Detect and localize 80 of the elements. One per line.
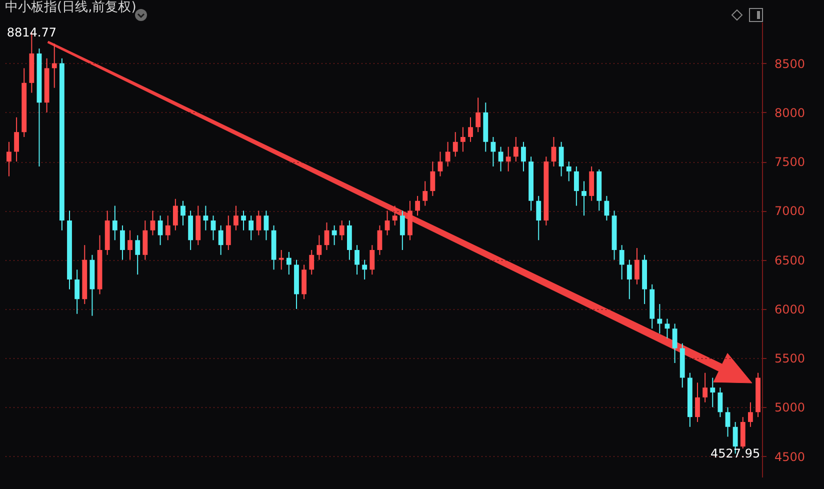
candlestick bbox=[551, 136, 556, 167]
candlestick bbox=[438, 151, 443, 177]
candlestick bbox=[626, 259, 632, 300]
candlestick bbox=[400, 210, 405, 250]
y-tick-label: 7000 bbox=[774, 204, 806, 218]
candlestick bbox=[536, 195, 542, 241]
candlestick bbox=[657, 304, 662, 334]
candlestick bbox=[634, 248, 640, 285]
candlestick bbox=[452, 132, 458, 158]
candlestick bbox=[445, 141, 450, 167]
candlestick bbox=[278, 249, 284, 270]
candlestick bbox=[218, 224, 224, 256]
candlestick bbox=[234, 205, 238, 231]
y-tick-label: 5000 bbox=[774, 400, 806, 415]
candlestick bbox=[165, 215, 170, 241]
candlestick bbox=[498, 146, 504, 172]
candlestick bbox=[362, 259, 368, 280]
candlestick bbox=[226, 215, 231, 250]
candlestick bbox=[460, 126, 466, 152]
candlestick bbox=[158, 215, 163, 246]
annotation: 4527.95 bbox=[710, 446, 760, 461]
candlestick bbox=[430, 161, 436, 196]
candlestick bbox=[241, 210, 246, 231]
y-tick-label: 8000 bbox=[774, 106, 806, 120]
candlestick bbox=[574, 166, 579, 206]
candlestick bbox=[582, 180, 586, 216]
candlestick bbox=[392, 205, 398, 226]
candlestick bbox=[710, 377, 716, 408]
candlestick bbox=[558, 141, 564, 177]
candlestick bbox=[264, 210, 269, 241]
annotation: 8814.77 bbox=[6, 25, 56, 40]
candlestick bbox=[74, 269, 80, 314]
candlestick bbox=[695, 382, 700, 422]
candlestick bbox=[619, 244, 624, 280]
candlestick bbox=[718, 387, 723, 418]
candlestick bbox=[203, 205, 208, 231]
candlestick bbox=[286, 251, 292, 276]
candlestick bbox=[128, 230, 132, 260]
candlestick bbox=[52, 43, 57, 88]
candlestick bbox=[521, 141, 526, 172]
candlestick bbox=[748, 402, 753, 428]
candlestick bbox=[309, 249, 314, 276]
y-tick-label: 6500 bbox=[774, 253, 806, 268]
candlestick bbox=[172, 198, 178, 231]
candlestick bbox=[354, 244, 360, 276]
candlestick bbox=[513, 136, 518, 162]
candlestick bbox=[248, 215, 254, 241]
candlestick bbox=[672, 323, 678, 364]
candlestick bbox=[180, 200, 186, 226]
candlestick bbox=[135, 234, 140, 276]
candlestick bbox=[415, 195, 420, 216]
candlestick bbox=[506, 146, 511, 172]
candlestick bbox=[384, 210, 390, 236]
candlestick bbox=[112, 205, 118, 241]
candlestick bbox=[339, 220, 344, 241]
candlestick bbox=[422, 180, 428, 206]
candlestick bbox=[725, 406, 730, 438]
candlestick bbox=[370, 244, 375, 276]
candlestick bbox=[702, 372, 708, 403]
y-tick-label: 7500 bbox=[774, 155, 806, 170]
candlestick bbox=[468, 116, 473, 142]
candlestick bbox=[332, 224, 337, 246]
y-tick-label: 4500 bbox=[774, 450, 806, 464]
candlestick bbox=[150, 210, 156, 236]
y-tick-label: 5500 bbox=[774, 352, 806, 366]
candlestick bbox=[6, 141, 12, 177]
candlestick bbox=[324, 222, 330, 250]
candlestick bbox=[210, 215, 216, 241]
y-tick-label: 8500 bbox=[774, 56, 806, 71]
candlestick bbox=[14, 116, 19, 162]
candlestick bbox=[604, 195, 610, 222]
candlestick bbox=[256, 210, 262, 236]
candlestick bbox=[664, 318, 670, 339]
candlestick bbox=[566, 161, 572, 182]
y-tick-label: 6000 bbox=[774, 302, 806, 316]
candlestick bbox=[476, 97, 481, 133]
candlestick bbox=[120, 224, 125, 260]
chart-title: 中小板指(日线,前复权) bbox=[5, 0, 136, 15]
candlestick bbox=[316, 234, 322, 260]
candlestick bbox=[377, 224, 382, 256]
